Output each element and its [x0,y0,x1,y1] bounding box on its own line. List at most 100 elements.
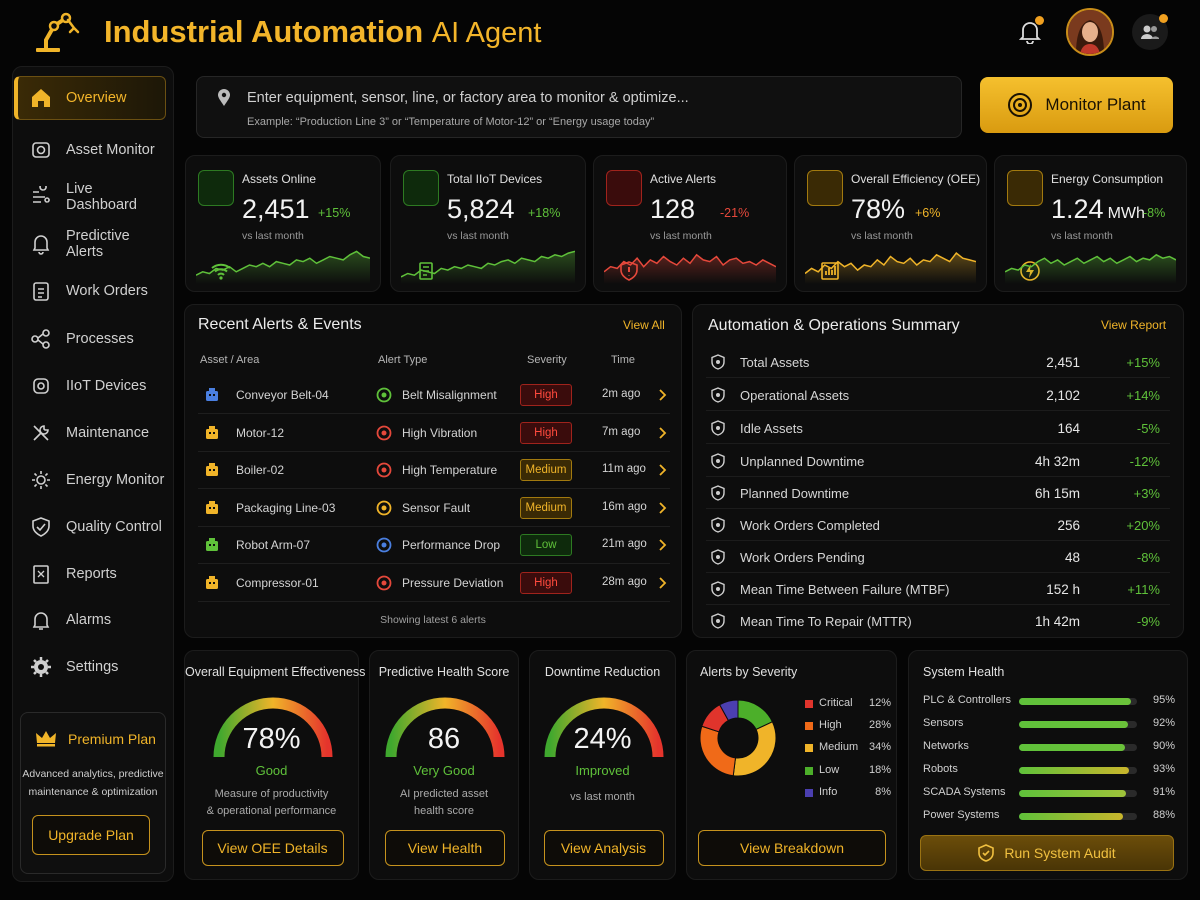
view-breakdown-button[interactable]: View Breakdown [698,830,886,866]
health-row: Power Systems 88% [923,808,1175,826]
app-title: Industrial Automation AI Agent [104,14,542,49]
legend-item-critical: Critical 12% [805,696,891,716]
system-health-title: System Health [923,665,1005,679]
gauge-action-button[interactable]: View Analysis [543,830,664,866]
chevron-right-icon[interactable] [654,387,670,403]
stat-subtext: vs last month [242,230,304,242]
chevron-right-icon[interactable] [654,537,670,553]
stat-change: +6% [915,206,941,220]
sparkline-chart [401,250,575,284]
target-icon [1007,92,1033,118]
stat-subtext: vs last month [1051,230,1113,242]
sidebar-item-label: Live Dashboard [66,181,137,213]
summary-value: 4h 32m [1034,454,1080,469]
alert-time: 11m ago [602,463,646,475]
health-label: Power Systems [923,809,1000,821]
health-bar-fill [1019,790,1127,797]
alert-row[interactable]: Motor-12 High Vibration High 7m ago [198,415,670,452]
premium-plan-title: Premium Plan [68,731,156,747]
sidebar-item-settings[interactable]: Settings [14,645,166,689]
sidebar-item-live-dashboard[interactable]: Live Dashboard [14,175,166,219]
summary-row-icon [710,354,726,370]
alerts-by-severity-panel: Alerts by Severity Critical 12% High 28% Med… [686,650,897,880]
gauge-description: Measure of productivity & operational per… [185,786,358,820]
summary-label: Operational Assets [740,388,850,403]
sidebar-item-reports[interactable]: Reports [14,552,166,596]
gauge-track [544,697,663,758]
chevron-right-icon[interactable] [654,425,670,441]
stat-card-overall-efficiency-oee[interactable]: Overall Efficiency (OEE) 78% +6% vs last mo… [794,155,987,292]
upgrade-plan-button[interactable]: Upgrade Plan [32,815,150,855]
gauge-action-button[interactable]: View Health [385,830,505,866]
location-pin-icon [217,89,231,107]
summary-value: 152 h [1046,582,1080,597]
stat-change: +15% [318,206,351,220]
gauge-action-button[interactable]: View OEE Details [201,830,344,866]
summary-value: 2,102 [1046,388,1080,403]
sidebar-item-maintenance[interactable]: Maintenance [14,411,166,455]
sidebar-item-iiot-devices[interactable]: IIoT Devices [14,364,166,408]
wrench-icon [30,422,52,444]
view-report-link[interactable]: View Report [1101,318,1167,332]
summary-change: -9% [1136,614,1160,629]
sidebar-item-label: Reports [66,566,117,582]
notification-bell-icon[interactable] [1014,16,1046,48]
chevron-right-icon[interactable] [654,462,670,478]
alert-row[interactable]: Robot Arm-07 Performance Drop Low 21m ago [198,527,670,564]
health-bar-fill [1019,767,1129,774]
user-avatar[interactable] [1066,8,1114,56]
stat-card-assets-online[interactable]: Assets Online 2,451 +15% vs last month [185,155,381,292]
sidebar-item-label: Maintenance [66,425,150,441]
search-bar[interactable]: Enter equipment, sensor, line, or factor… [196,76,962,138]
stat-card-total-iiot-devices[interactable]: Total IIoT Devices 5,824 +18% vs last month [390,155,586,292]
alert-type-icon [376,387,392,403]
chevron-right-icon[interactable] [654,575,670,591]
summary-row-icon [710,387,726,403]
stat-card-energy-consumption[interactable]: Energy Consumption 1.24 MWh -8% vs last mont… [994,155,1187,292]
gauge-desc-line1: vs last month [570,791,635,803]
run-system-audit-button[interactable]: Run System Audit [920,835,1174,871]
crown-icon [35,729,57,747]
sidebar-item-work-orders[interactable]: Work Orders [14,269,166,313]
monitor-plant-button[interactable]: Monitor Plant [980,77,1173,133]
search-input[interactable]: Enter equipment, sensor, line, or factor… [247,90,689,106]
alert-type: High Temperature [402,463,498,477]
health-percent: 90% [1152,740,1175,752]
alert-row[interactable]: Compressor-01 Pressure Deviation High 28m a… [198,565,670,602]
health-percent: 91% [1152,786,1175,798]
sidebar-item-predictive-alerts[interactable]: Predictive Alerts [14,222,166,266]
run-system-audit-label: Run System Audit [1004,845,1116,861]
sidebar-item-quality-control[interactable]: Quality Control [14,505,166,549]
alert-row[interactable]: Packaging Line-03 Sensor Fault Medium 16m a… [198,490,670,527]
alert-type: Sensor Fault [402,501,471,515]
sidebar-item-overview[interactable]: Overview [14,76,166,120]
alert-row[interactable]: Conveyor Belt-04 Belt Misalignment High 2m … [198,377,670,414]
operations-summary-panel [692,304,1184,638]
sidebar-item-processes[interactable]: Processes [14,317,166,361]
sidebar-item-asset-monitor[interactable]: Asset Monitor [14,128,166,172]
sidebar-item-alarms[interactable]: Alarms [14,598,166,642]
gauge-panel-overall-equipment-effectiveness: Overall Equipment Effectiveness 78% Good Me… [184,650,365,880]
shield-check-icon [30,516,52,538]
health-bar-fill [1019,813,1123,820]
gauge-status: Very Good [413,763,475,778]
sidebar-item-energy-monitor[interactable]: Energy Monitor [14,458,166,502]
stat-change: +18% [528,206,561,220]
alert-type: Performance Drop [402,538,501,552]
team-users-icon[interactable] [1132,14,1168,50]
asset-icon [204,387,220,403]
settings-icon [30,656,52,678]
gauge-title: Predictive Health Score [378,665,510,679]
view-all-alerts-link[interactable]: View All [623,318,665,332]
robot-arm-logo-icon [32,10,80,54]
gauge-status: Improved [575,763,630,778]
gauge-arc [213,697,332,758]
alert-row[interactable]: Boiler-02 High Temperature Medium 11m ago [198,452,670,489]
legend-percent: 12% [868,697,891,709]
stat-card-active-alerts[interactable]: Active Alerts 128 -21% vs last month [593,155,787,292]
health-percent: 88% [1152,809,1175,821]
stat-change: -21% [720,206,750,220]
summary-row: Work Orders Pending 48 -8% [706,541,1170,573]
chevron-right-icon[interactable] [654,500,670,516]
summary-change: -8% [1136,550,1160,565]
